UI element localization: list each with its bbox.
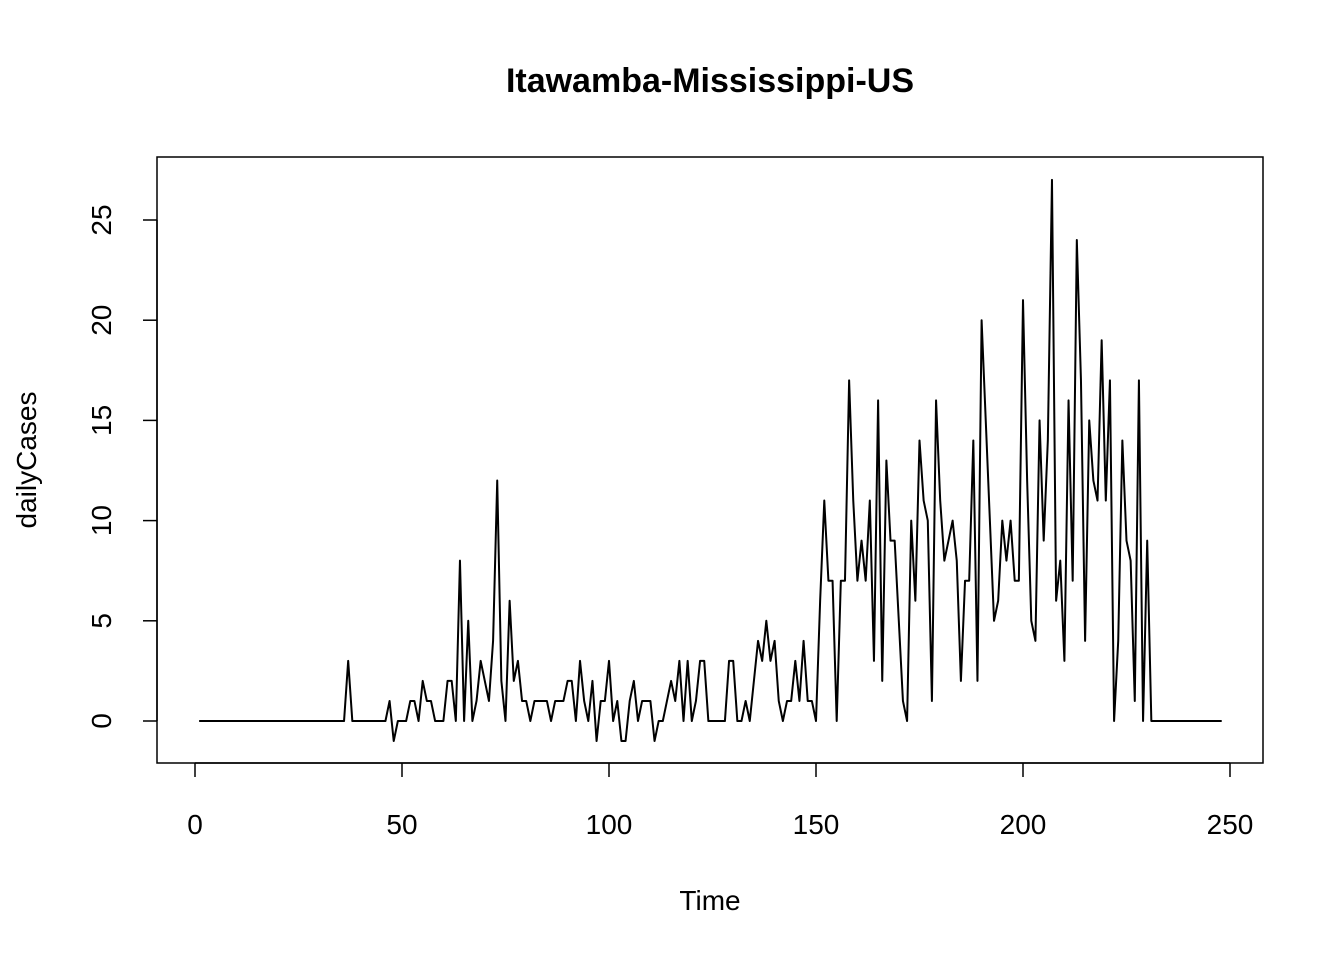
- y-axis-label: dailyCases: [11, 392, 42, 529]
- y-tick-label: 10: [86, 505, 117, 536]
- y-tick-label: 0: [86, 713, 117, 729]
- plot-frame: [156, 156, 1264, 764]
- y-tick-label: 5: [86, 613, 117, 629]
- x-tick-label: 0: [187, 809, 203, 840]
- x-tick-label: 250: [1207, 809, 1254, 840]
- y-tick-label: 20: [86, 305, 117, 336]
- x-tick-label: 150: [793, 809, 840, 840]
- daily-cases-line: [199, 178, 1222, 743]
- chart-title: Itawamba-Mississippi-US: [506, 62, 914, 100]
- x-tick-label: 100: [586, 809, 633, 840]
- x-tick-label: 200: [1000, 809, 1047, 840]
- y-tick-label: 25: [86, 204, 117, 235]
- x-axis-label: Time: [679, 885, 740, 916]
- x-axis: 0 50 100 150 200 250: [187, 762, 1254, 840]
- y-axis: 0 5 10 15 20 25: [86, 204, 158, 729]
- x-tick-label: 50: [386, 809, 417, 840]
- y-tick-label: 15: [86, 405, 117, 436]
